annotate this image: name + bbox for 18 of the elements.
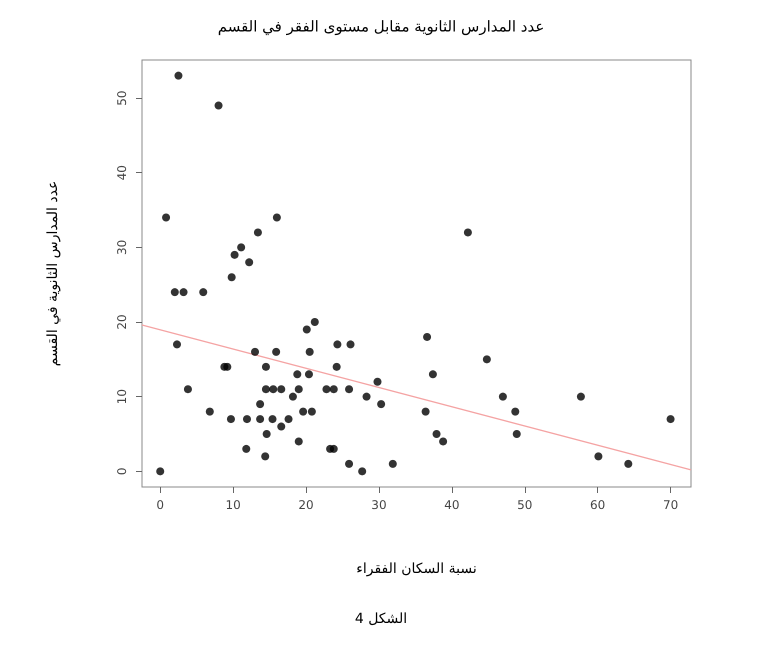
y-tick-label: 10: [115, 389, 129, 404]
y-tick-label: 40: [115, 165, 129, 180]
x-tick-label: 60: [590, 498, 606, 512]
x-tick-label: 0: [156, 498, 164, 512]
y-tick-label: 50: [115, 90, 129, 106]
y-tick-label: 30: [115, 240, 129, 256]
x-tick-label: 50: [517, 498, 532, 512]
chart-title: عدد المدارس الثانوية مقابل مستوى الفقر في القسم: [218, 18, 544, 36]
x-tick-label: 10: [225, 498, 241, 512]
y-tick-label: 0: [115, 468, 129, 476]
x-tick-label: 70: [662, 498, 678, 512]
y-tick-label: 20: [115, 314, 129, 330]
x-axis-title: نسبة السكان الفقراء: [356, 561, 477, 577]
text: الشكل 4: [354, 611, 408, 627]
y-axis-title: عدد المدارس الثانوية في القسم: [45, 180, 61, 366]
x-tick-label: 30: [371, 498, 387, 512]
x-tick-label: 20: [298, 498, 314, 512]
x-tick-label: 40: [444, 498, 460, 512]
